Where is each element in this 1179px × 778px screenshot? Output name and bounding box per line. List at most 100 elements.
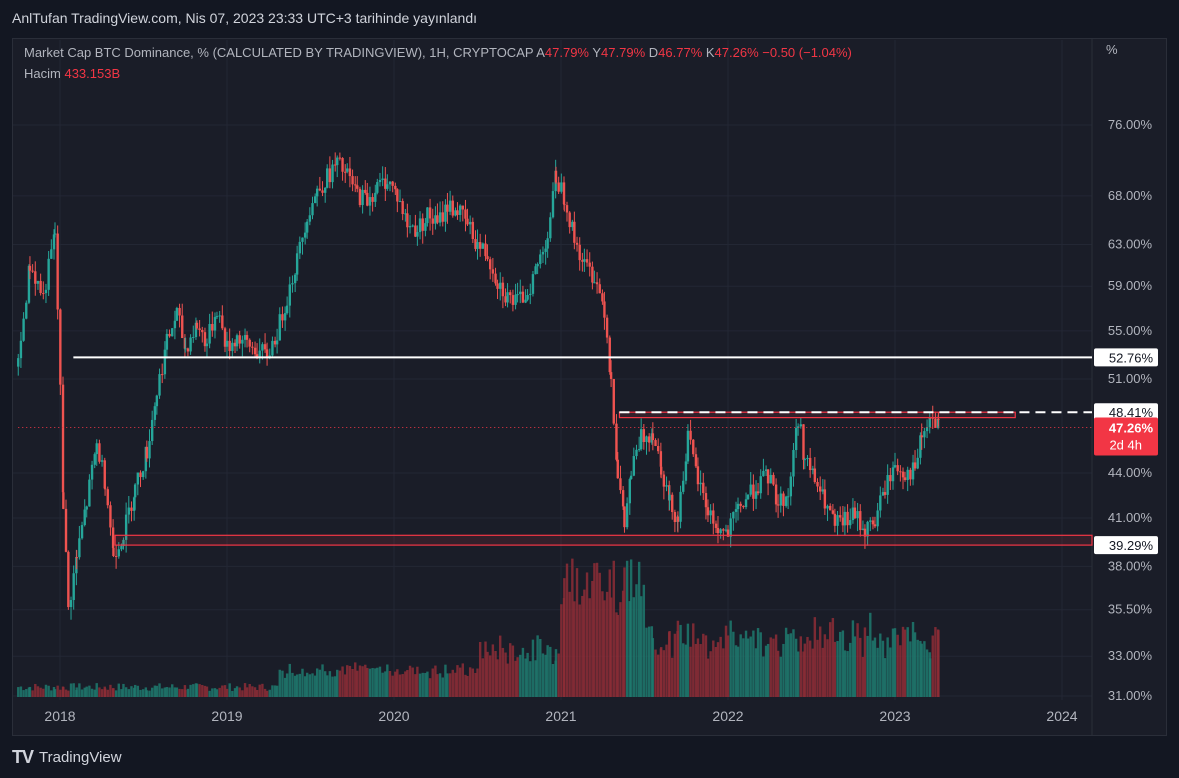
candle-body xyxy=(456,210,459,215)
candle-body xyxy=(686,430,690,462)
candle-body xyxy=(381,178,384,181)
volume-bar xyxy=(694,643,698,697)
volume-bar xyxy=(506,663,509,697)
candle-body xyxy=(699,482,702,485)
volume-bar xyxy=(889,647,892,697)
tradingview-logo-icon: TV xyxy=(12,746,34,767)
candle-body xyxy=(303,232,307,238)
candle-body xyxy=(271,340,274,356)
volume-bar xyxy=(726,635,730,697)
candle-body xyxy=(593,282,596,284)
candle-body xyxy=(642,429,646,443)
volume-bar xyxy=(394,671,397,697)
candle-body xyxy=(583,259,586,262)
volume-bar xyxy=(732,631,735,697)
candle-body xyxy=(541,251,545,255)
volume-bar xyxy=(619,602,622,697)
candle-body xyxy=(729,518,732,537)
candle-body xyxy=(709,510,712,516)
volume-bar xyxy=(228,683,231,697)
volume-bar xyxy=(521,647,525,697)
volume-bar xyxy=(519,654,522,697)
volume-bar xyxy=(856,623,859,697)
candle-body xyxy=(762,470,765,477)
volume-bar xyxy=(334,676,337,697)
candle-body xyxy=(28,265,32,271)
volume-bar xyxy=(361,666,364,697)
volume-bar xyxy=(782,643,785,697)
volume-bar xyxy=(168,687,171,697)
candle-body xyxy=(752,484,755,499)
candle-body xyxy=(696,466,700,485)
candle-body xyxy=(225,340,229,347)
volume-bar xyxy=(934,627,937,697)
volume-bar xyxy=(139,689,142,697)
volume-bar xyxy=(100,689,104,697)
volume-bar xyxy=(779,656,782,697)
candle-body xyxy=(856,511,859,519)
candle-body xyxy=(724,529,728,531)
volume-bar xyxy=(937,630,940,697)
volume-bar xyxy=(436,674,439,697)
volume-bar xyxy=(378,666,382,697)
candle-body xyxy=(766,469,770,484)
candle-body xyxy=(321,190,324,193)
candle-body xyxy=(861,528,865,530)
candle-body xyxy=(734,509,738,512)
candle-body xyxy=(150,419,154,442)
candle-body xyxy=(665,485,668,487)
candle-body xyxy=(746,494,750,500)
volume-bar xyxy=(263,688,267,697)
volume-bar xyxy=(308,674,312,697)
candle-body xyxy=(47,258,50,290)
volume-legend: Hacim 433.153B xyxy=(24,66,120,81)
candle-body xyxy=(673,512,677,523)
candle-body xyxy=(85,506,88,510)
candle-body xyxy=(243,335,247,340)
volume-bar xyxy=(615,612,618,697)
candle-body xyxy=(141,471,145,478)
candle-body xyxy=(873,524,877,527)
volume-bar xyxy=(816,639,819,697)
candle-body xyxy=(716,527,720,534)
candle-body xyxy=(275,340,279,345)
y-axis-tick-label: 31.00% xyxy=(1108,688,1153,703)
candle-body xyxy=(549,217,552,239)
candle-body xyxy=(846,511,849,526)
candle-body xyxy=(818,486,822,492)
volume-bar xyxy=(53,689,57,697)
volume-bar xyxy=(44,684,48,697)
volume-bar xyxy=(268,689,271,697)
candle-body xyxy=(831,510,835,514)
candle-body xyxy=(408,226,412,228)
volume-bar xyxy=(869,612,872,697)
volume-bar xyxy=(72,683,75,697)
candle-body xyxy=(571,221,574,228)
candle-body xyxy=(308,215,312,222)
volume-bar xyxy=(42,688,45,697)
candle-body xyxy=(36,280,40,284)
volume-bar xyxy=(873,637,877,697)
candle-body xyxy=(168,333,171,337)
candle-body xyxy=(136,472,140,485)
volume-bar xyxy=(318,669,322,697)
candle-body xyxy=(519,291,522,295)
volume-bar xyxy=(734,645,738,697)
candle-body xyxy=(103,460,106,489)
volume-bar xyxy=(563,578,566,697)
volume-bar xyxy=(686,623,690,697)
volume-bar xyxy=(598,572,601,697)
candle-body xyxy=(93,454,96,465)
volume-bar xyxy=(251,686,254,697)
volume-bar xyxy=(899,645,902,697)
volume-bar xyxy=(808,640,812,697)
volume-bar xyxy=(645,627,648,697)
candle-body xyxy=(194,322,198,338)
tradingview-footer[interactable]: TV TradingView xyxy=(12,746,122,768)
volume-bar xyxy=(261,683,264,697)
candle-body xyxy=(859,511,862,530)
volume-bar xyxy=(629,559,633,697)
candle-body xyxy=(241,339,244,344)
candle-body xyxy=(612,378,615,424)
